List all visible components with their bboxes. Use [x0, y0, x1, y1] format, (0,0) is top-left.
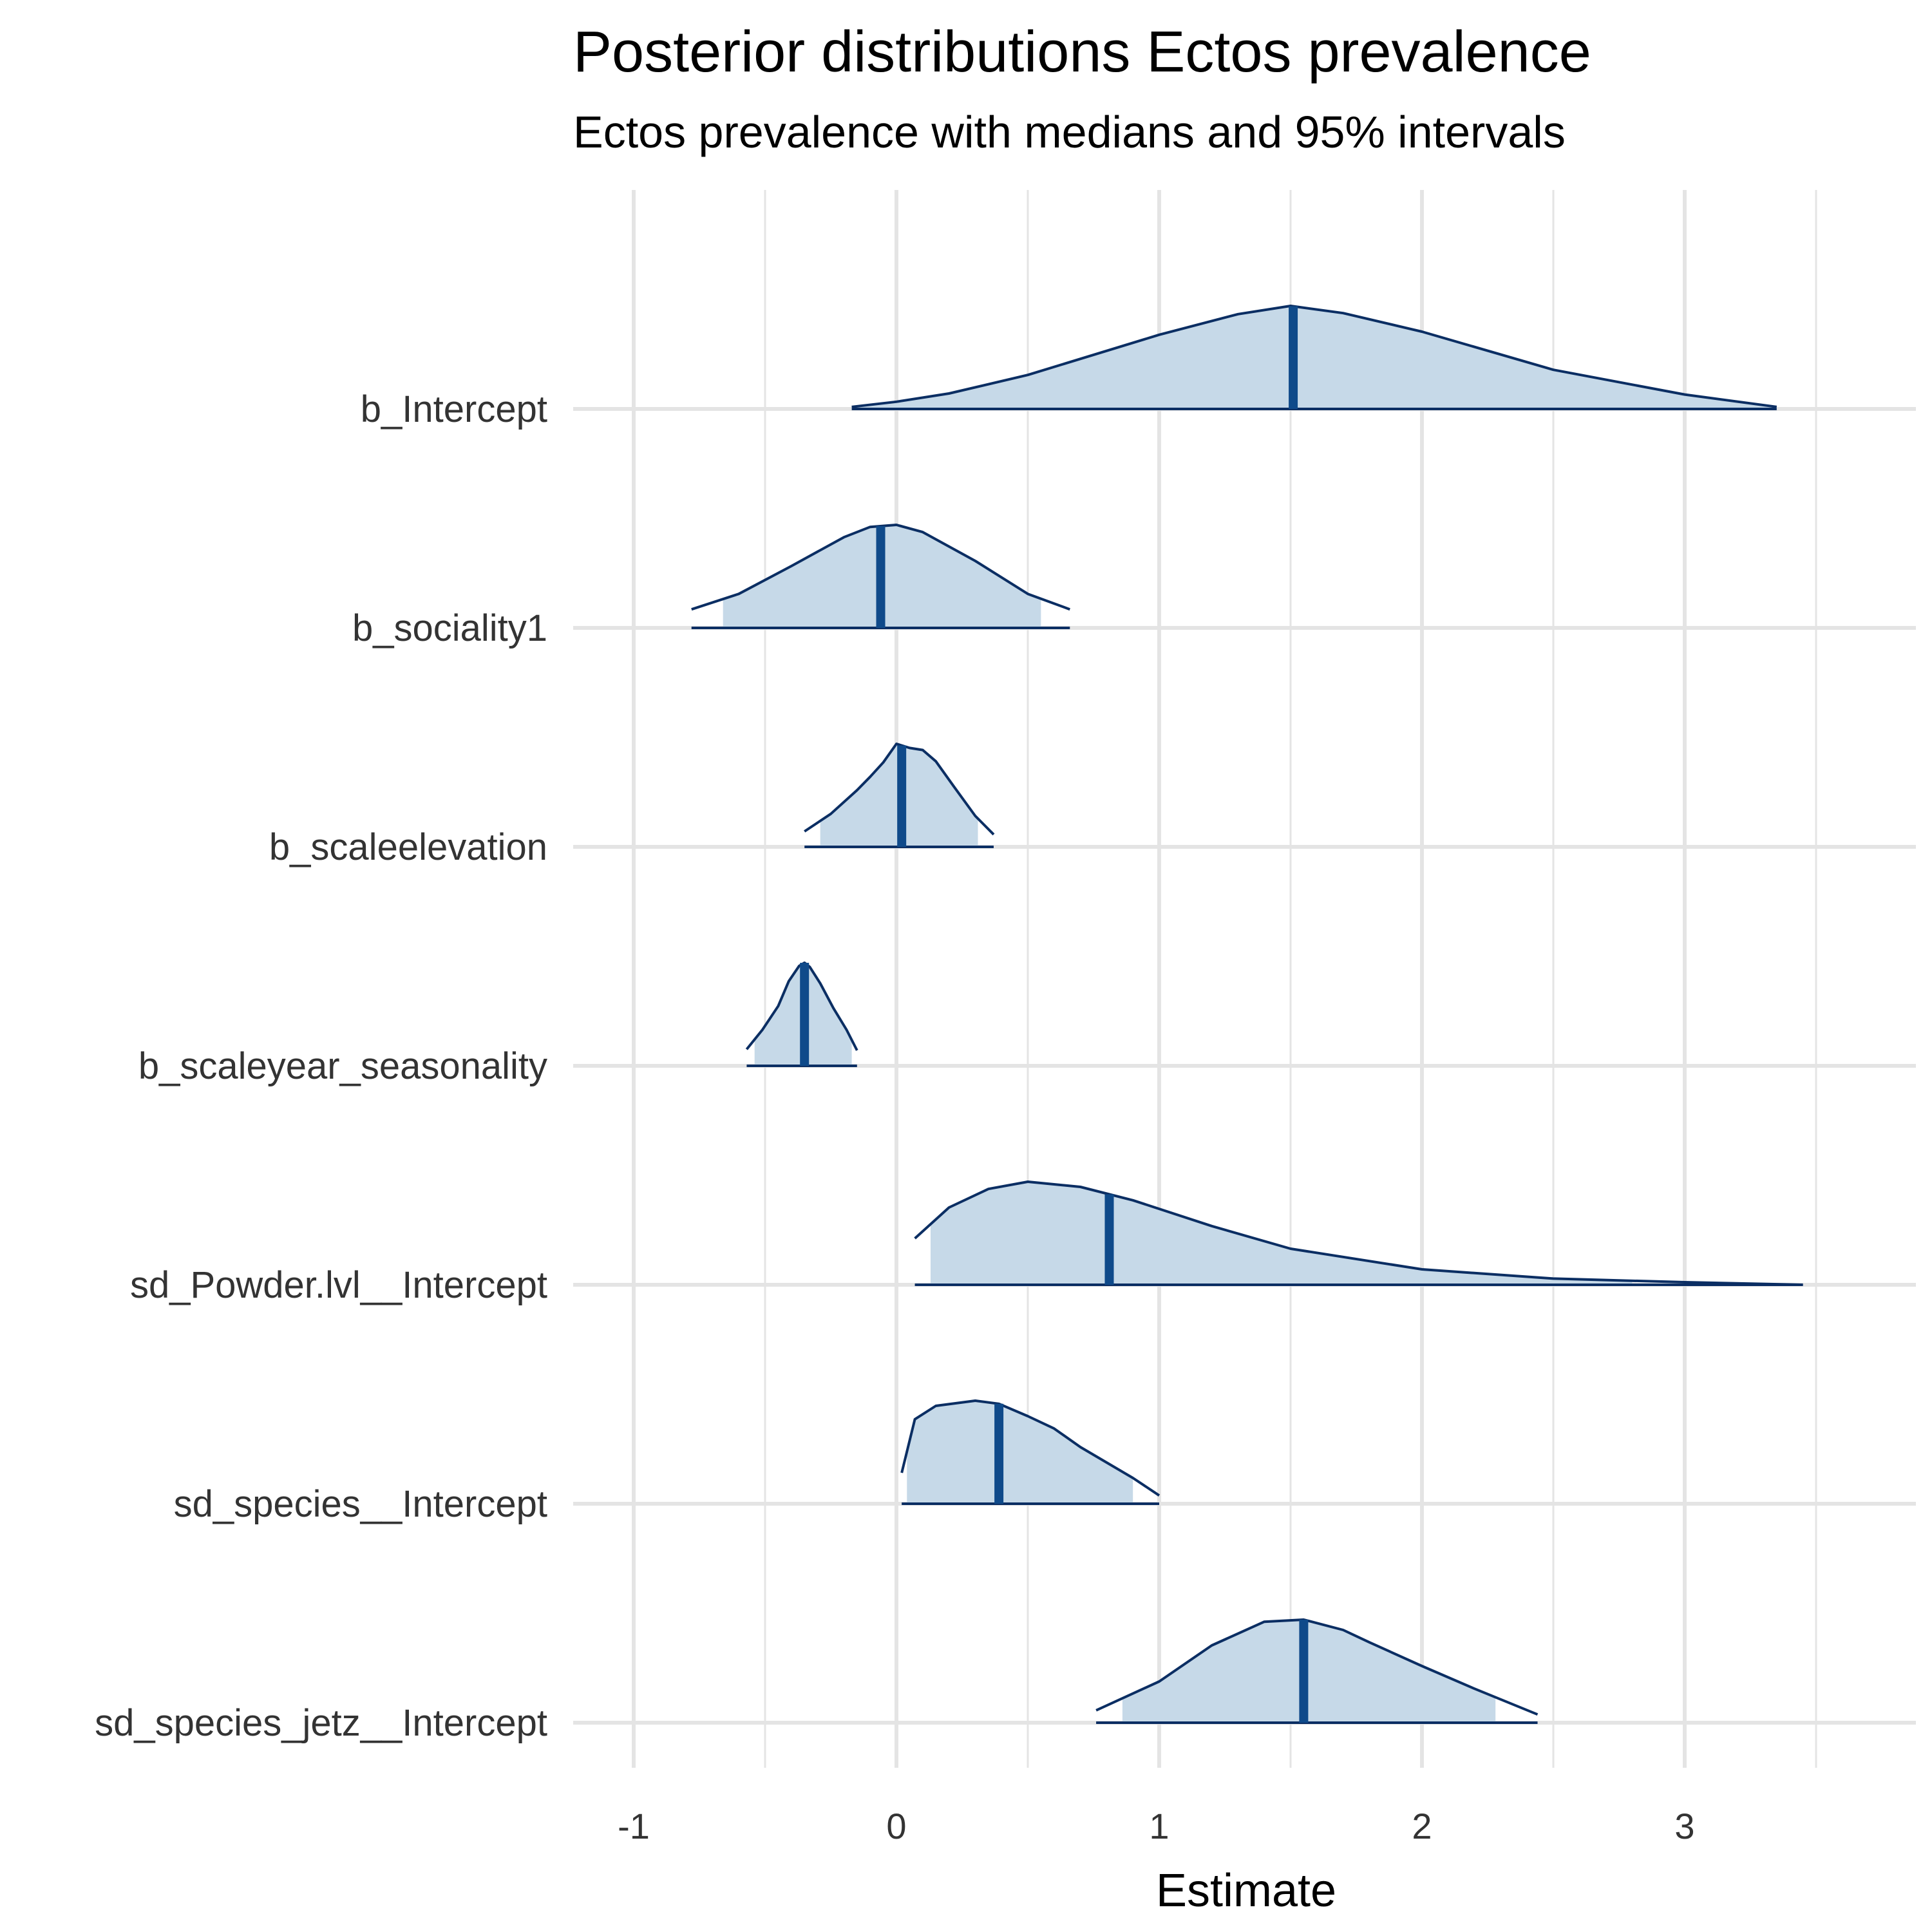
y-label-b_sociality1: b_sociality1: [352, 607, 547, 649]
density-curve-sd_species__Intercept: [900, 1399, 1160, 1497]
density-area-b_Intercept: [851, 306, 1777, 409]
x-tick-label: 2: [1412, 1806, 1432, 1846]
chart-title: Posterior distributions Ectos prevalence: [573, 20, 1591, 84]
x-tick-label: 3: [1674, 1806, 1694, 1846]
y-label-b_Intercept: b_Intercept: [361, 388, 547, 430]
chart-subtitle: Ectos prevalence with medians and 95% in…: [573, 107, 1566, 157]
density-area-sd_species_jetz__Intercept: [1122, 1620, 1496, 1723]
x-axis-title: Estimate: [1156, 1865, 1336, 1917]
x-tick-label: 1: [1149, 1806, 1169, 1846]
y-label-b_scaleelevation: b_scaleelevation: [269, 826, 547, 868]
x-tick-label: 0: [886, 1806, 906, 1846]
density-area-sd_Powder.lvl__Intercept: [931, 1182, 1633, 1285]
y-label-sd_species_jetz__Intercept: sd_species_jetz__Intercept: [95, 1702, 547, 1744]
y-label-b_scaleyear_seasonality: b_scaleyear_seasonality: [138, 1045, 547, 1087]
x-tick-label: -1: [618, 1806, 650, 1846]
y-label-sd_species__Intercept: sd_species__Intercept: [174, 1483, 547, 1525]
grid-layer: [573, 190, 1916, 1768]
density-area-sd_species__Intercept: [907, 1401, 1133, 1504]
y-label-sd_Powder.lvl__Intercept: sd_Powder.lvl__Intercept: [130, 1264, 547, 1306]
marks-layer: [691, 305, 1803, 1724]
density-curve-b_Intercept: [851, 305, 1777, 408]
density-curve-sd_species_jetz__Intercept: [1095, 1618, 1539, 1716]
density-curve-sd_Powder.lvl__Intercept: [914, 1180, 1803, 1286]
labels-layer: -1 0 1 2 3 b_Intercept b_sociality1 b_scaleelev…: [95, 388, 1694, 1846]
density-curve-b_sociality1: [691, 524, 1070, 611]
